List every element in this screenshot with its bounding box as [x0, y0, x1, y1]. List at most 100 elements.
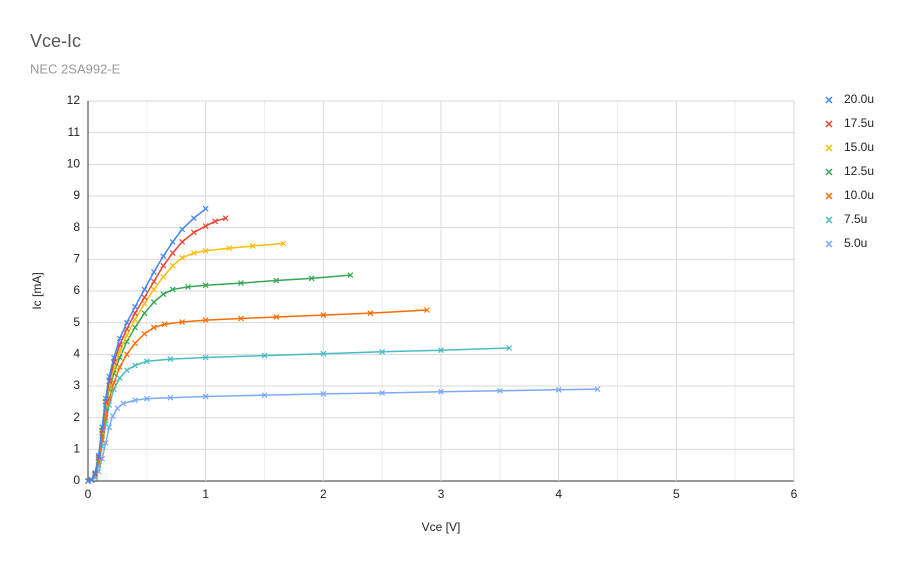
- series-line: [87, 347, 510, 482]
- data-point: [160, 291, 167, 298]
- data-point: [143, 395, 150, 402]
- data-point: [222, 215, 229, 222]
- data-point: [141, 294, 148, 301]
- data-point: [190, 229, 197, 236]
- legend-marker: [825, 216, 833, 224]
- data-point: [116, 375, 123, 382]
- x-tick-label: 3: [438, 487, 445, 501]
- data-point: [169, 262, 176, 269]
- data-point: [160, 273, 167, 280]
- legend-marker: [825, 168, 833, 176]
- data-point: [249, 243, 256, 249]
- data-point: [238, 280, 244, 287]
- data-point: [273, 277, 280, 284]
- y-tick-label: 10: [67, 157, 81, 171]
- data-point: [506, 345, 513, 351]
- data-point: [280, 240, 287, 247]
- data-point: [261, 392, 268, 399]
- data-point: [226, 245, 233, 252]
- data-point: [202, 317, 209, 324]
- data-point: [169, 238, 176, 245]
- data-point: [190, 250, 197, 256]
- data-point: [106, 373, 113, 380]
- data-point: [438, 347, 444, 354]
- data-point: [379, 390, 386, 396]
- data-point: [190, 215, 197, 222]
- data-point: [202, 282, 209, 289]
- x-tick-label: 6: [791, 487, 798, 501]
- data-point: [120, 400, 127, 407]
- data-point: [320, 312, 327, 318]
- data-point: [95, 452, 102, 459]
- x-tick-label: 0: [85, 487, 92, 501]
- data-point: [273, 314, 280, 320]
- data-point: [179, 238, 186, 245]
- data-point: [143, 358, 150, 365]
- y-axis-label: Ic [mA]: [30, 272, 44, 309]
- x-tick-label: 1: [202, 487, 209, 501]
- legend-marker: [825, 120, 833, 128]
- y-tick-label: 1: [73, 442, 80, 456]
- series-line: [87, 274, 351, 482]
- data-point: [161, 321, 168, 328]
- data-point: [308, 275, 315, 282]
- data-point: [150, 269, 157, 275]
- y-tick-label: 3: [73, 378, 80, 392]
- y-tick-label: 0: [73, 473, 80, 487]
- data-point: [202, 223, 209, 230]
- y-tick-label: 11: [68, 125, 81, 139]
- data-point: [150, 278, 157, 285]
- data-point: [185, 283, 191, 290]
- y-tick-label: 4: [73, 347, 80, 361]
- data-point: [496, 387, 503, 394]
- y-tick-label: 12: [67, 93, 81, 107]
- x-tick-label: 4: [555, 487, 562, 501]
- data-point: [169, 250, 176, 256]
- data-point: [141, 330, 148, 337]
- data-point: [85, 478, 91, 484]
- chart-subtitle: NEC 2SA992-E: [30, 61, 121, 76]
- data-point: [116, 335, 123, 342]
- data-point: [179, 226, 186, 233]
- data-point: [438, 388, 444, 395]
- data-point: [110, 354, 117, 361]
- legend-marker: [825, 96, 833, 104]
- data-point: [167, 394, 174, 401]
- y-tick-label: 2: [73, 410, 80, 424]
- data-point: [99, 424, 106, 431]
- data-point: [320, 390, 327, 397]
- data-point: [92, 470, 98, 477]
- series-line: [87, 217, 226, 482]
- data-point: [102, 395, 109, 402]
- data-point: [141, 310, 148, 317]
- data-point: [150, 324, 157, 331]
- data-point: [202, 205, 209, 212]
- data-point: [555, 386, 562, 393]
- legend-label: 5.0u: [844, 236, 867, 250]
- legend-label: 12.5u: [844, 164, 874, 178]
- data-point: [347, 272, 354, 279]
- legend-label: 20.0u: [844, 92, 874, 106]
- data-point: [141, 300, 148, 307]
- legend-marker: [825, 144, 833, 152]
- data-point: [88, 476, 95, 483]
- legend-label: 10.0u: [844, 188, 874, 202]
- y-tick-label: 9: [73, 188, 80, 202]
- data-point: [141, 286, 148, 293]
- data-point: [423, 307, 430, 313]
- data-point: [179, 254, 186, 261]
- chart-title: Vce-Ic: [30, 31, 81, 51]
- y-tick-label: 7: [73, 252, 80, 266]
- data-point: [169, 286, 176, 293]
- data-point: [123, 367, 130, 374]
- legend-label: 15.0u: [844, 140, 874, 154]
- data-point: [367, 310, 374, 317]
- data-point: [379, 348, 386, 355]
- data-point: [167, 356, 174, 363]
- data-point: [238, 315, 244, 322]
- legend-label: 17.5u: [844, 116, 874, 130]
- legend-marker: [825, 192, 833, 200]
- x-tick-label: 5: [673, 487, 680, 501]
- data-point: [109, 413, 116, 420]
